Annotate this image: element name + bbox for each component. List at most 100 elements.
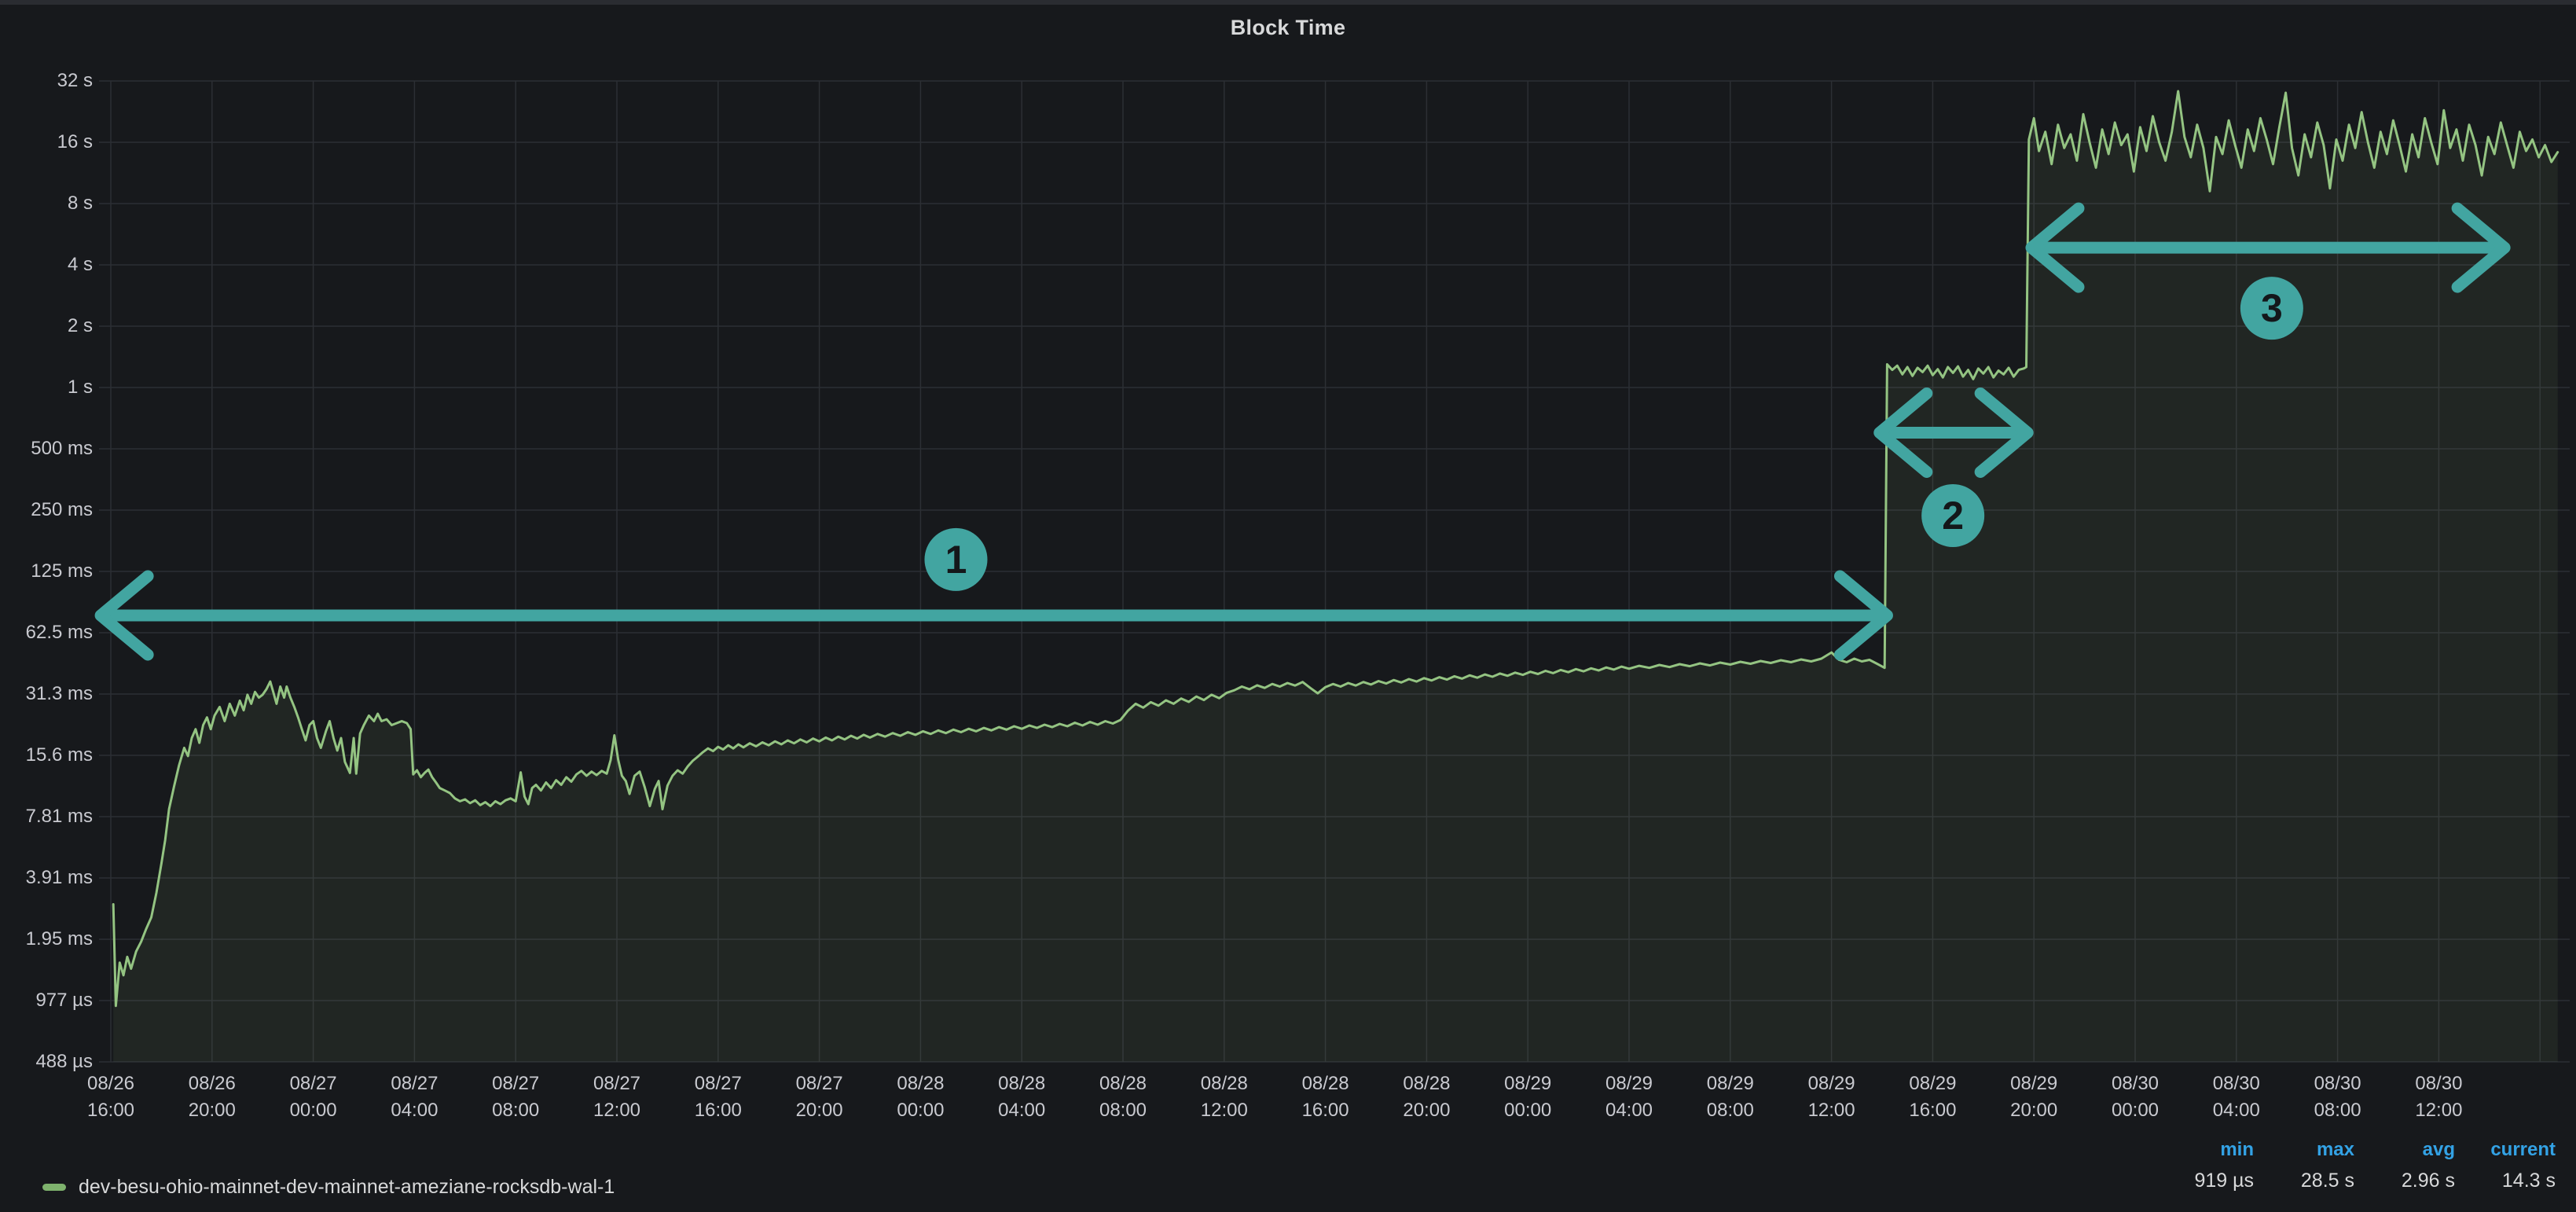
y-axis-label: 977 µs xyxy=(35,990,93,1011)
x-axis-date: 08/28 xyxy=(1301,1073,1349,1094)
y-axis-label: 2 s xyxy=(67,315,93,336)
x-axis-label: 08/26 20:00 xyxy=(160,1071,264,1124)
annotation-number: 1 xyxy=(945,538,967,582)
y-axis-label: 488 µs xyxy=(35,1051,93,1072)
y-axis-label: 1 s xyxy=(67,376,93,398)
x-axis-time: 20:00 xyxy=(188,1100,236,1121)
x-axis-label: 08/28 04:00 xyxy=(970,1071,1073,1124)
x-axis-label: 08/27 20:00 xyxy=(768,1071,872,1124)
x-axis-date: 08/29 xyxy=(1706,1073,1754,1094)
annotation-arrowhead xyxy=(1833,570,1893,661)
stat-value-min: 919 µs xyxy=(2194,1170,2254,1192)
x-axis-label: 08/30 00:00 xyxy=(2083,1071,2187,1124)
x-axis-label: 08/27 12:00 xyxy=(565,1071,669,1124)
x-axis-date: 08/29 xyxy=(1807,1073,1855,1094)
x-axis-time: 20:00 xyxy=(1403,1100,1451,1121)
stat-value-max: 28.5 s xyxy=(2300,1170,2354,1192)
panel-top-edge xyxy=(0,0,2576,5)
y-axis-label: 500 ms xyxy=(31,438,93,459)
x-axis-date: 08/26 xyxy=(86,1073,135,1094)
x-axis-label: 08/30 12:00 xyxy=(2387,1071,2490,1124)
y-axis-label: 125 ms xyxy=(31,560,93,582)
x-axis-time: 04:00 xyxy=(2212,1100,2260,1121)
x-axis-time: 04:00 xyxy=(998,1100,1046,1121)
stat-column-avg: avg 2.96 s xyxy=(2386,1138,2455,1193)
stat-header-current[interactable]: current xyxy=(2490,1139,2556,1160)
x-axis-date: 08/27 xyxy=(492,1073,540,1094)
series-area-fill xyxy=(113,91,2558,1062)
x-axis-date: 08/30 xyxy=(2111,1073,2160,1094)
x-axis-date: 08/28 xyxy=(1200,1073,1248,1094)
x-axis-date: 08/30 xyxy=(2314,1073,2361,1094)
x-axis-time: 08:00 xyxy=(1706,1100,1754,1121)
stat-column-min: min 919 µs xyxy=(2185,1138,2254,1193)
stat-value-current: 14.3 s xyxy=(2501,1170,2556,1192)
y-axis-label: 32 s xyxy=(57,70,93,91)
x-axis-label: 08/26 16:00 xyxy=(59,1071,163,1124)
annotation-number: 3 xyxy=(2261,286,2283,330)
x-axis-label: 08/27 16:00 xyxy=(666,1071,770,1124)
y-axis-label: 16 s xyxy=(57,131,93,152)
annotation-1: 1 xyxy=(94,527,1893,661)
y-axis-label: 3.91 ms xyxy=(25,867,93,888)
x-axis-label: 08/29 08:00 xyxy=(1679,1071,1782,1124)
x-axis-label: 08/27 08:00 xyxy=(464,1071,567,1124)
stat-header-avg[interactable]: avg xyxy=(2422,1139,2455,1160)
x-axis-date: 08/29 xyxy=(1909,1073,1957,1094)
legend-stats: min 919 µs max 28.5 s avg 2.96 s current 14.3 s xyxy=(2185,1138,2556,1193)
x-axis-date: 08/29 xyxy=(1605,1073,1653,1094)
legend[interactable]: dev-besu-ohio-mainnet-dev-mainnet-amezia… xyxy=(42,1173,615,1201)
series-line[interactable] xyxy=(112,90,2559,1008)
x-axis-date: 08/28 xyxy=(897,1073,945,1094)
annotation-circle-1 xyxy=(924,527,988,591)
x-axis-date: 08/30 xyxy=(2415,1073,2463,1094)
stat-header-max[interactable]: max xyxy=(2316,1139,2354,1160)
annotation-circle-2 xyxy=(1921,483,1985,547)
x-axis-label: 08/27 04:00 xyxy=(362,1071,466,1124)
y-axis-label: 4 s xyxy=(67,254,93,275)
x-axis-date: 08/30 xyxy=(2212,1073,2260,1094)
annotation-2: 2 xyxy=(1873,387,2034,547)
x-axis-date: 08/27 xyxy=(795,1073,843,1094)
x-axis-date: 08/27 xyxy=(593,1073,641,1094)
x-axis-label: 08/29 20:00 xyxy=(1982,1071,2086,1124)
x-axis-time: 04:00 xyxy=(1605,1100,1653,1121)
x-axis-date: 08/27 xyxy=(289,1073,337,1094)
y-axis-label: 7.81 ms xyxy=(25,806,93,827)
x-axis-label: 08/30 04:00 xyxy=(2185,1071,2288,1124)
series-legend-label[interactable]: dev-besu-ohio-mainnet-dev-mainnet-amezia… xyxy=(79,1175,615,1198)
x-axis-date: 08/29 xyxy=(1504,1073,1552,1094)
x-axis-time: 20:00 xyxy=(795,1100,843,1121)
panel-title[interactable]: Block Time xyxy=(1230,16,1346,39)
x-axis-label: 08/28 20:00 xyxy=(1374,1071,1478,1124)
y-axis-label: 250 ms xyxy=(31,499,93,520)
x-axis-date: 08/28 xyxy=(1099,1073,1147,1094)
annotation-arrowhead xyxy=(1974,387,2034,478)
annotation-arrowhead xyxy=(1873,387,1933,478)
x-axis-time: 16:00 xyxy=(694,1100,742,1121)
x-axis-time: 12:00 xyxy=(1807,1100,1855,1121)
x-axis-time: 00:00 xyxy=(2111,1100,2160,1121)
x-axis-label: 08/29 12:00 xyxy=(1780,1071,1884,1124)
stat-column-max: max 28.5 s xyxy=(2285,1138,2354,1193)
y-axis-label: 8 s xyxy=(67,193,93,214)
y-axis-label: 62.5 ms xyxy=(25,622,93,643)
x-axis-label: 08/29 16:00 xyxy=(1881,1071,1984,1124)
y-axis-label: 31.3 ms xyxy=(25,683,93,704)
x-axis-time: 08:00 xyxy=(492,1100,540,1121)
annotation-arrowhead xyxy=(2451,202,2511,293)
x-axis-date: 08/27 xyxy=(694,1073,742,1094)
x-axis-label: 08/28 12:00 xyxy=(1172,1071,1276,1124)
stat-header-min[interactable]: min xyxy=(2220,1139,2254,1160)
y-axis-label: 15.6 ms xyxy=(25,744,93,766)
annotation-3: 3 xyxy=(2025,202,2511,340)
stat-column-current: current 14.3 s xyxy=(2486,1138,2556,1193)
annotation-number: 2 xyxy=(1942,494,1964,538)
x-axis-date: 08/29 xyxy=(2010,1073,2058,1094)
series-color-swatch[interactable] xyxy=(42,1183,66,1191)
x-axis-time: 16:00 xyxy=(1909,1100,1957,1121)
stat-value-avg: 2.96 s xyxy=(2401,1170,2455,1192)
y-axis-label: 1.95 ms xyxy=(25,928,93,949)
